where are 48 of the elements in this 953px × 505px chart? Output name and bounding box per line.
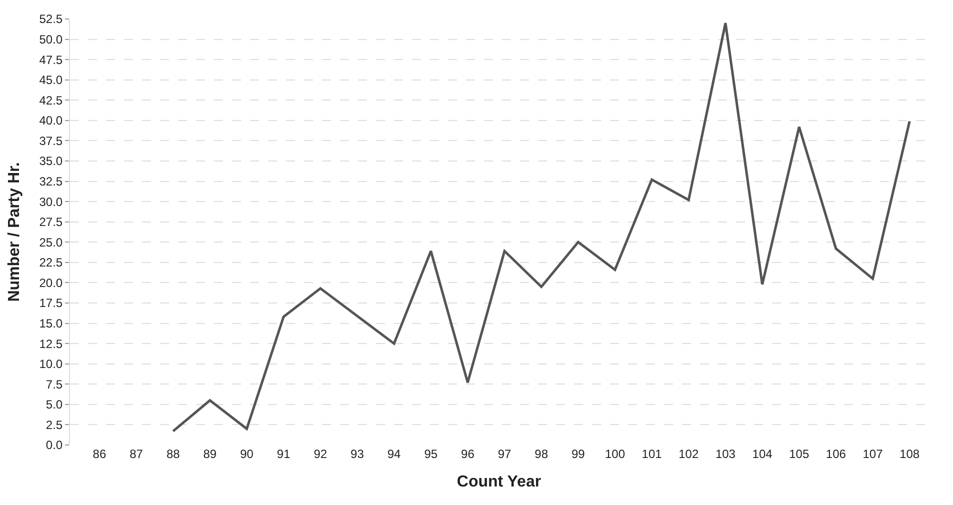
line-series bbox=[172, 22, 911, 432]
y-tick-label: 35.0 bbox=[39, 154, 63, 168]
x-tick-label: 99 bbox=[571, 447, 586, 461]
y-tick-label: 27.5 bbox=[39, 215, 63, 230]
x-tick-label: 94 bbox=[387, 447, 402, 461]
x-tick-label: 108 bbox=[900, 447, 920, 461]
x-tick-label: 103 bbox=[715, 447, 736, 461]
y-tick-label: 22.5 bbox=[39, 256, 63, 270]
x-axis-title: Count Year bbox=[456, 474, 542, 491]
y-tick-label: 52.5 bbox=[39, 12, 63, 26]
x-tick-label: 91 bbox=[276, 447, 291, 461]
x-tick-label: 95 bbox=[424, 447, 438, 461]
y-tick-label: 50.0 bbox=[39, 32, 63, 46]
x-tick-label: 105 bbox=[789, 447, 810, 461]
x-tick-label: 106 bbox=[826, 447, 846, 461]
y-tick-label: 0.0 bbox=[46, 438, 63, 452]
x-tick-label: 88 bbox=[166, 447, 180, 461]
y-tick-label: 25.0 bbox=[39, 235, 63, 250]
y-tick-label: 32.5 bbox=[39, 174, 63, 188]
y-tick-label: 37.5 bbox=[39, 134, 63, 148]
x-tick-label: 87 bbox=[130, 447, 144, 461]
x-tick-label: 96 bbox=[461, 447, 475, 461]
y-tick-label: 15.0 bbox=[39, 316, 63, 330]
x-tick-label: 86 bbox=[92, 447, 106, 461]
y-tick-label: 20.0 bbox=[39, 276, 63, 290]
x-tick-label: 97 bbox=[498, 447, 512, 461]
x-tick-label: 102 bbox=[678, 447, 699, 461]
y-tick-label: 10.0 bbox=[39, 357, 63, 372]
y-axis-title: Number / Party Hr. bbox=[6, 162, 24, 302]
x-tick-label: 101 bbox=[642, 447, 662, 461]
y-tick-label: 5.0 bbox=[46, 398, 63, 412]
y-tick-label: 17.5 bbox=[39, 296, 63, 310]
x-tick-label: 98 bbox=[534, 447, 548, 461]
x-tick-label: 107 bbox=[862, 447, 884, 461]
y-tick-label: 12.5 bbox=[39, 336, 63, 351]
y-tick-label: 40.0 bbox=[39, 114, 63, 128]
x-tick-label: 93 bbox=[350, 447, 364, 461]
y-tick-label: 2.5 bbox=[46, 418, 63, 432]
y-tick-label: 47.5 bbox=[39, 52, 63, 67]
y-tick-label: 7.5 bbox=[46, 377, 63, 392]
x-tick-label: 100 bbox=[604, 447, 626, 461]
y-tick-label: 45.0 bbox=[39, 73, 63, 88]
x-tick-label: 89 bbox=[203, 447, 217, 461]
y-tick-label: 42.5 bbox=[39, 93, 63, 108]
x-tick-label: 92 bbox=[314, 447, 328, 461]
y-tick-label: 30.0 bbox=[39, 194, 63, 209]
x-tick-label: 90 bbox=[240, 447, 254, 461]
x-tick-label: 104 bbox=[752, 447, 773, 461]
